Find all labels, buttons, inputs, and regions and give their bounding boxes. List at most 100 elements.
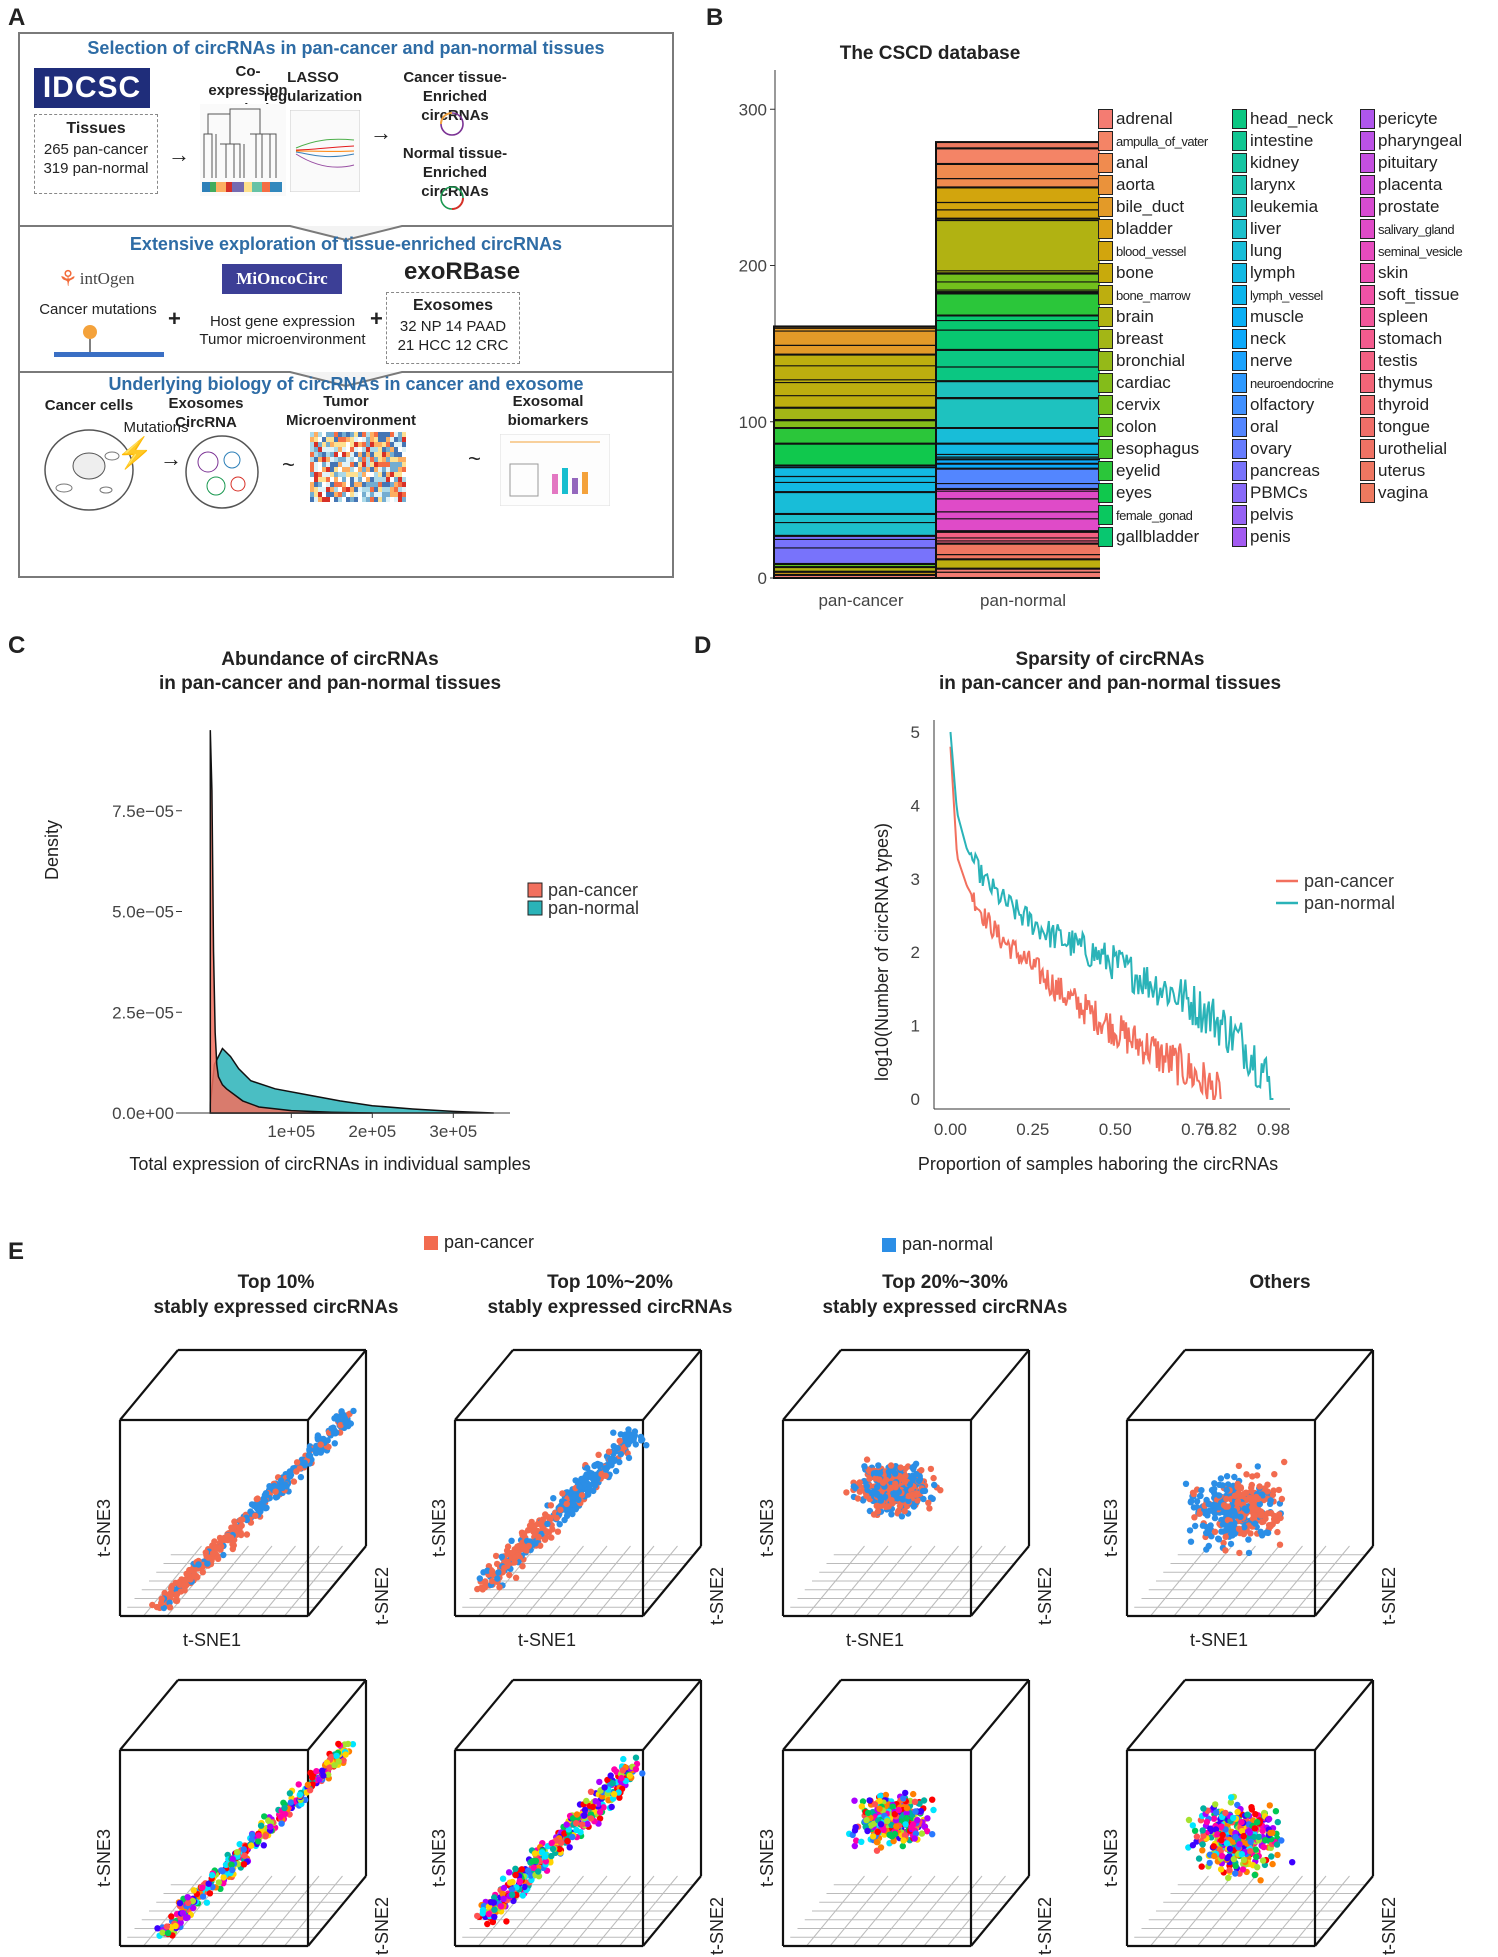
legend-swatch — [1360, 439, 1375, 459]
tsne-point — [898, 1513, 906, 1520]
heatmap-cell — [354, 432, 358, 437]
tsne-point — [342, 1751, 349, 1758]
legend-item: lymph_vessel — [1232, 284, 1360, 306]
tsne-point — [1257, 1877, 1264, 1884]
heatmap-cell — [378, 492, 382, 497]
legend-item: oral — [1232, 416, 1360, 438]
legend-item: soft_tissue — [1360, 284, 1490, 306]
tsne-point — [542, 1858, 550, 1865]
heatmap-cell — [366, 457, 370, 462]
heatmap-cell — [338, 492, 342, 497]
tsne-point — [1211, 1480, 1218, 1487]
tsne-point — [590, 1476, 597, 1483]
tissues-box — [34, 114, 158, 194]
heatmap-cell — [402, 447, 406, 452]
tsne-point — [505, 1869, 513, 1876]
tsne-point — [1205, 1542, 1213, 1550]
tsne-point — [1210, 1843, 1217, 1850]
tsne-point — [556, 1521, 563, 1528]
heatmap-cell — [394, 467, 398, 472]
mioncocirc-logo: MiOncoCirc — [222, 264, 342, 294]
legend-swatch — [1232, 461, 1247, 481]
legend-label: soft_tissue — [1378, 285, 1460, 304]
heatmap-cell — [358, 487, 362, 492]
tsne-point — [873, 1847, 881, 1854]
tsne-point — [163, 1923, 170, 1930]
tsne-point — [544, 1513, 552, 1521]
bar-segment-cardiac — [773, 419, 949, 429]
tsne-point — [924, 1815, 931, 1822]
cube-edge — [307, 1545, 367, 1617]
tsne-point — [1278, 1495, 1286, 1503]
tsne-point — [927, 1465, 935, 1473]
tsne-point — [1235, 1525, 1243, 1532]
heatmap-cell — [366, 492, 370, 497]
legend-swatch — [1232, 527, 1247, 547]
heatmap-cell — [378, 482, 382, 487]
tsne-title-line: stably expressed circRNAs — [487, 1297, 733, 1318]
legend-item: pericyte — [1360, 108, 1490, 130]
tsne-point — [1255, 1833, 1262, 1841]
tsne-point — [1206, 1859, 1213, 1867]
legend-label: bone_marrow — [1116, 287, 1191, 303]
tsne-point — [607, 1460, 614, 1467]
tsne-point — [851, 1842, 858, 1850]
legend-item: anal — [1098, 152, 1232, 174]
heatmap-cell — [390, 492, 394, 497]
legend-label: pituitary — [1378, 153, 1438, 172]
sparsity-chart: 0 1 2 3 4 5 0.00 0.25 0.50 0.750.82 0.98 pan-cancer… — [911, 720, 1395, 1139]
axis-label-tsne2: t-SNE2 — [707, 1897, 727, 1955]
legend-swatch — [1098, 131, 1113, 151]
tsne-point — [249, 1831, 256, 1838]
tsne-point — [596, 1815, 604, 1822]
tsne-point — [532, 1540, 539, 1547]
heatmap-cell — [322, 482, 326, 487]
tsne-point — [864, 1809, 872, 1817]
heatmap-cell — [378, 447, 382, 452]
tsne-point — [873, 1502, 880, 1510]
x-tick-label: 0.50 — [1099, 1120, 1132, 1139]
tsne-point — [926, 1505, 933, 1512]
heatmap-cell — [358, 432, 362, 437]
heatmap-cell — [350, 482, 354, 487]
heatmap-cell — [346, 497, 350, 502]
tsne-point — [643, 1442, 650, 1449]
legend-swatch — [527, 882, 543, 898]
cube-edge — [782, 1349, 842, 1421]
legend-item: lung — [1232, 240, 1360, 262]
legend-label: penis — [1250, 527, 1291, 546]
grid-line — [1267, 1875, 1327, 1947]
heatmap-cell — [358, 457, 362, 462]
cancer-cell-icon — [44, 429, 134, 511]
legend-item: bladder — [1098, 218, 1232, 240]
mutation-lollipop-icon — [54, 325, 164, 357]
tsne-point — [525, 1867, 532, 1874]
tsne-point — [637, 1433, 645, 1441]
tsne-point — [619, 1767, 627, 1774]
tsne-point — [241, 1852, 248, 1859]
tsne-column-title: Others — [1110, 1270, 1450, 1295]
tsne-point — [1227, 1799, 1235, 1806]
bar-segment-leukemia — [935, 380, 1100, 429]
tsne-point — [1230, 1855, 1238, 1863]
tsne-point — [602, 1472, 609, 1479]
density-chart: 0.0e+00 2.5e−05 5.0e−05 7.5e−05 1e+05 2e+05 3e… — [112, 730, 639, 1141]
tsne-point — [1241, 1524, 1248, 1531]
tsne-point — [523, 1537, 531, 1545]
tsne-point — [888, 1511, 895, 1518]
tsne-point — [632, 1754, 640, 1761]
tsne-point — [1223, 1840, 1231, 1847]
heatmap-cell — [358, 462, 362, 467]
y-tick-label: 5 — [911, 723, 920, 742]
legend-swatch — [1098, 483, 1113, 503]
heatmap-cell — [334, 487, 338, 492]
heatmap-cell — [338, 447, 342, 452]
tsne-point — [597, 1461, 604, 1469]
tsne-point — [1189, 1822, 1197, 1829]
cube-edge — [307, 1679, 367, 1751]
heatmap-cell — [314, 487, 318, 492]
heatmap-cell — [346, 472, 350, 477]
legend-item: prostate — [1360, 196, 1490, 218]
tsne-point — [1249, 1473, 1256, 1480]
heatmap-cell — [342, 442, 346, 447]
